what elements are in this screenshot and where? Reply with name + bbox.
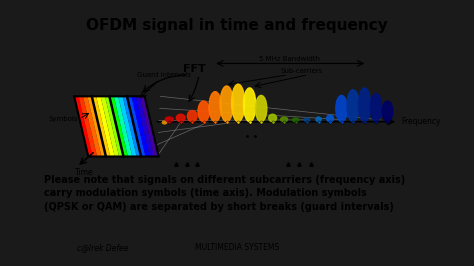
Polygon shape <box>140 96 159 156</box>
Text: Please note that signals on different subcarriers (frequency axis)
carry modulat: Please note that signals on different su… <box>44 175 406 212</box>
Text: FFT: FFT <box>182 64 205 74</box>
Ellipse shape <box>220 86 233 122</box>
Polygon shape <box>109 96 128 156</box>
Ellipse shape <box>382 101 393 122</box>
Text: Sub-carriers: Sub-carriers <box>280 68 322 74</box>
Text: Frequency: Frequency <box>401 117 441 126</box>
Text: Symbols: Symbols <box>48 116 78 122</box>
Polygon shape <box>118 96 137 156</box>
Ellipse shape <box>304 118 310 122</box>
Polygon shape <box>92 96 110 156</box>
Polygon shape <box>96 96 115 156</box>
Ellipse shape <box>269 114 276 122</box>
Ellipse shape <box>244 88 256 122</box>
Polygon shape <box>105 96 124 156</box>
Polygon shape <box>127 96 146 156</box>
Text: OFDM signal in time and frequency: OFDM signal in time and frequency <box>86 18 388 33</box>
Polygon shape <box>87 96 106 156</box>
Ellipse shape <box>327 115 334 122</box>
Text: Time: Time <box>75 168 94 177</box>
Ellipse shape <box>358 88 371 122</box>
Text: c@Irek Defee: c@Irek Defee <box>77 243 128 252</box>
Text: 5 MHz Bandwidth: 5 MHz Bandwidth <box>259 56 320 61</box>
Polygon shape <box>100 96 119 156</box>
Polygon shape <box>83 96 101 156</box>
Polygon shape <box>136 96 154 156</box>
Ellipse shape <box>347 90 359 122</box>
Text: Guard Intervals: Guard Intervals <box>137 72 191 78</box>
Ellipse shape <box>316 117 321 122</box>
Ellipse shape <box>281 117 288 122</box>
Polygon shape <box>79 96 97 156</box>
Ellipse shape <box>255 95 267 122</box>
Ellipse shape <box>209 92 221 122</box>
Ellipse shape <box>187 110 197 122</box>
Ellipse shape <box>176 114 185 122</box>
Ellipse shape <box>198 101 210 122</box>
Ellipse shape <box>292 118 299 122</box>
Ellipse shape <box>165 117 173 122</box>
Ellipse shape <box>232 84 245 122</box>
Text: MULTIMEDIA SYSTEMS: MULTIMEDIA SYSTEMS <box>195 243 279 252</box>
Polygon shape <box>123 96 141 156</box>
Polygon shape <box>114 96 132 156</box>
Ellipse shape <box>370 94 382 122</box>
Polygon shape <box>131 96 150 156</box>
Polygon shape <box>74 96 93 156</box>
Ellipse shape <box>336 95 347 122</box>
